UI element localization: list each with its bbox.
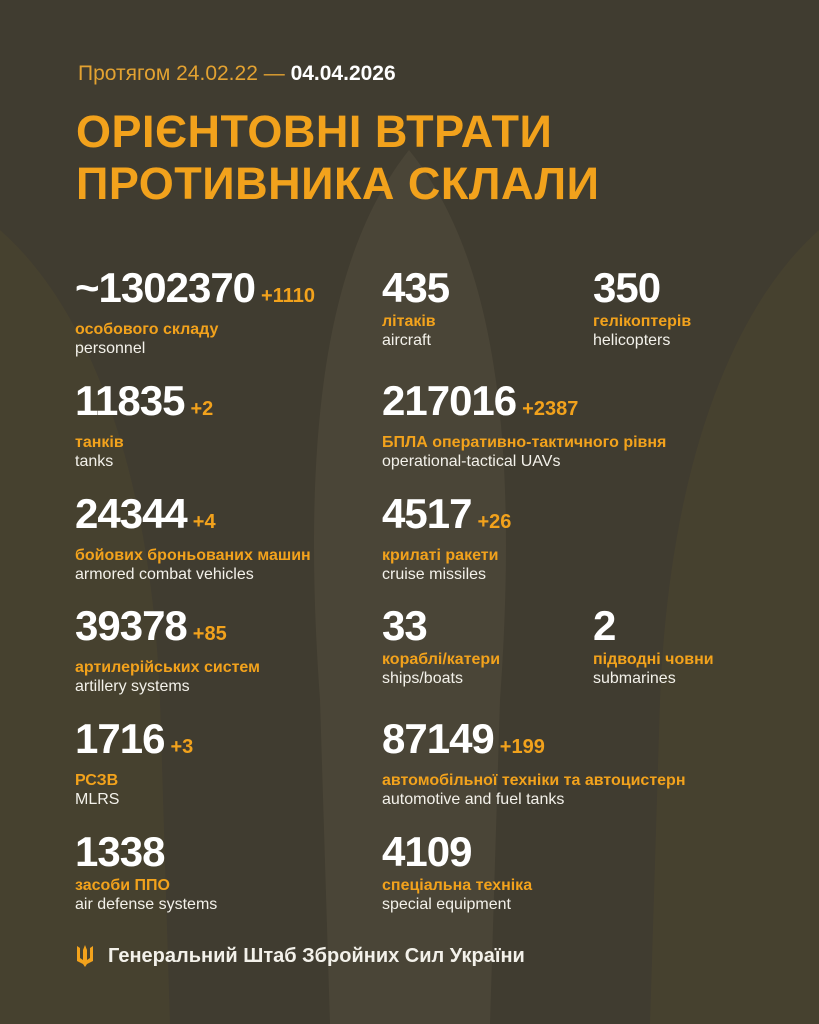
stat-label-en: automotive and fuel tanks bbox=[382, 791, 565, 808]
title-line-1: ОРІЄНТОВНІ ВТРАТИ bbox=[76, 106, 553, 157]
stat-value: 24344 +4 bbox=[75, 492, 311, 544]
stat-label-ua: автомобільної техніки та автоцистерн bbox=[382, 772, 686, 789]
stat-artillery-systems: 39378 +85 артилерійських систем artillery s… bbox=[75, 604, 260, 696]
stat-label-ua: підводні човни bbox=[593, 651, 714, 668]
stat-label-ua: БПЛА оперативно-тактичного рівня bbox=[382, 434, 667, 451]
stat-value: 217016 +2387 bbox=[382, 379, 666, 431]
stat-total: 4109 bbox=[382, 828, 472, 875]
stat-cruise-missiles: 4517 +26 крилаті ракети cruise missiles bbox=[382, 492, 511, 584]
stat-value: 4109 bbox=[382, 830, 532, 874]
period-subtitle: Протягом 24.02.22 — 04.04.2026 bbox=[78, 62, 396, 86]
stat-total: 33 bbox=[382, 602, 428, 649]
stat-label-en: MLRS bbox=[75, 791, 120, 808]
stat-value: 11835 +2 bbox=[75, 379, 213, 431]
stat-value: ~1302370 +1110 bbox=[75, 266, 315, 318]
stat-label-ua: танків bbox=[75, 434, 124, 451]
stat-label-ua: крилаті ракети bbox=[382, 547, 499, 564]
stat-label-en: submarines bbox=[593, 670, 676, 687]
stat-label-ua: артилерійських систем bbox=[75, 659, 260, 676]
footer-org-name: Генеральний Штаб Збройних Сил України bbox=[108, 944, 525, 967]
stat-delta: +3 bbox=[170, 736, 194, 758]
stat-total: 2 bbox=[593, 602, 616, 649]
stat-label-en: helicopters bbox=[593, 332, 671, 349]
stat-label-ua: гелікоптерів bbox=[593, 313, 692, 330]
title-line-2: ПРОТИВНИКА СКЛАЛИ bbox=[76, 158, 600, 209]
stat-value: 1338 bbox=[75, 830, 217, 874]
stat-submarines: 2 підводні човни submarines bbox=[593, 604, 714, 688]
stat-personnel: ~1302370 +1110 особового складу personnel bbox=[75, 266, 315, 358]
stat-operational-tactical-uavs: 217016 +2387 БПЛА оперативно-тактичного рі… bbox=[382, 379, 666, 471]
stat-delta: +26 bbox=[477, 511, 512, 533]
stat-delta: +2387 bbox=[522, 398, 579, 420]
stat-mlrs: 1716 +3 РСЗВ MLRS bbox=[75, 717, 193, 809]
stat-label-ua: кораблі/катери bbox=[382, 651, 501, 668]
stat-label-en: ships/boats bbox=[382, 670, 463, 687]
stat-value: 2 bbox=[593, 604, 714, 648]
stat-delta: +1110 bbox=[261, 285, 316, 307]
stat-automotive-and-fuel-tanks: 87149 +199 автомобільної техніки та автоци… bbox=[382, 717, 685, 809]
stat-total: 4517 bbox=[382, 490, 472, 537]
stat-label-ua: РСЗВ bbox=[75, 772, 119, 789]
stat-aircraft: 435 літаків aircraft bbox=[382, 264, 450, 350]
stat-label-en: artillery systems bbox=[75, 678, 190, 695]
stat-label-en: air defense systems bbox=[75, 896, 218, 913]
stat-air-defense-systems: 1338 засоби ППО air defense systems bbox=[75, 830, 217, 914]
period-end-date: 04.04.2026 bbox=[290, 62, 396, 85]
stat-delta: +2 bbox=[190, 398, 214, 420]
stat-delta: +85 bbox=[192, 623, 227, 645]
stat-label-en: operational-tactical UAVs bbox=[382, 453, 561, 470]
stat-ships-boats: 33 кораблі/катери ships/boats bbox=[382, 604, 500, 688]
stat-label-ua: літаків bbox=[382, 313, 436, 330]
stat-value: 350 bbox=[593, 266, 691, 310]
stat-value: 33 bbox=[382, 604, 500, 648]
page-title: ОРІЄНТОВНІ ВТРАТИ ПРОТИВНИКА СКЛАЛИ bbox=[76, 106, 599, 210]
stat-label-en: armored combat vehicles bbox=[75, 566, 254, 583]
period-prefix: Протягом 24.02.22 — bbox=[78, 62, 285, 85]
stat-total: ~1302370 bbox=[75, 264, 256, 311]
stat-label-ua: особового складу bbox=[75, 321, 219, 338]
stat-label-en: aircraft bbox=[382, 332, 431, 349]
stat-total: 24344 bbox=[75, 490, 188, 537]
stat-delta: +4 bbox=[192, 511, 216, 533]
stat-total: 1338 bbox=[75, 828, 165, 875]
stat-tanks: 11835 +2 танків tanks bbox=[75, 379, 213, 471]
stat-total: 350 bbox=[593, 264, 661, 311]
stat-label-ua: засоби ППО bbox=[75, 877, 170, 894]
stat-label-en: personnel bbox=[75, 340, 146, 357]
stat-armored-combat-vehicles: 24344 +4 бойових броньованих машин armored … bbox=[75, 492, 311, 584]
stat-value: 4517 +26 bbox=[382, 492, 511, 544]
stat-total: 217016 bbox=[382, 377, 517, 424]
stat-value: 39378 +85 bbox=[75, 604, 260, 656]
stat-label-en: cruise missiles bbox=[382, 566, 487, 583]
stat-value: 435 bbox=[382, 264, 450, 311]
trident-icon bbox=[77, 945, 93, 967]
stat-delta: +199 bbox=[499, 736, 545, 758]
stat-total: 1716 bbox=[75, 715, 165, 762]
stat-label-ua: бойових броньованих машин bbox=[75, 547, 311, 564]
stat-total: 39378 bbox=[75, 602, 188, 649]
stat-label-en: tanks bbox=[75, 453, 114, 470]
stat-total: 87149 bbox=[382, 715, 495, 762]
stat-value: 1716 +3 bbox=[75, 717, 193, 769]
footer: Генеральний Штаб Збройних Сил України bbox=[76, 944, 525, 968]
stat-value: 87149 +199 bbox=[382, 717, 685, 769]
stat-label-ua: спеціальна техніка bbox=[382, 877, 533, 894]
stat-special-equipment: 4109 спеціальна техніка special equipment bbox=[382, 830, 532, 914]
stat-helicopters: 350 гелікоптерів helicopters bbox=[593, 266, 691, 350]
stat-total: 11835 bbox=[75, 377, 185, 424]
stat-total: 435 bbox=[382, 264, 450, 311]
stat-label-en: special equipment bbox=[382, 896, 511, 913]
